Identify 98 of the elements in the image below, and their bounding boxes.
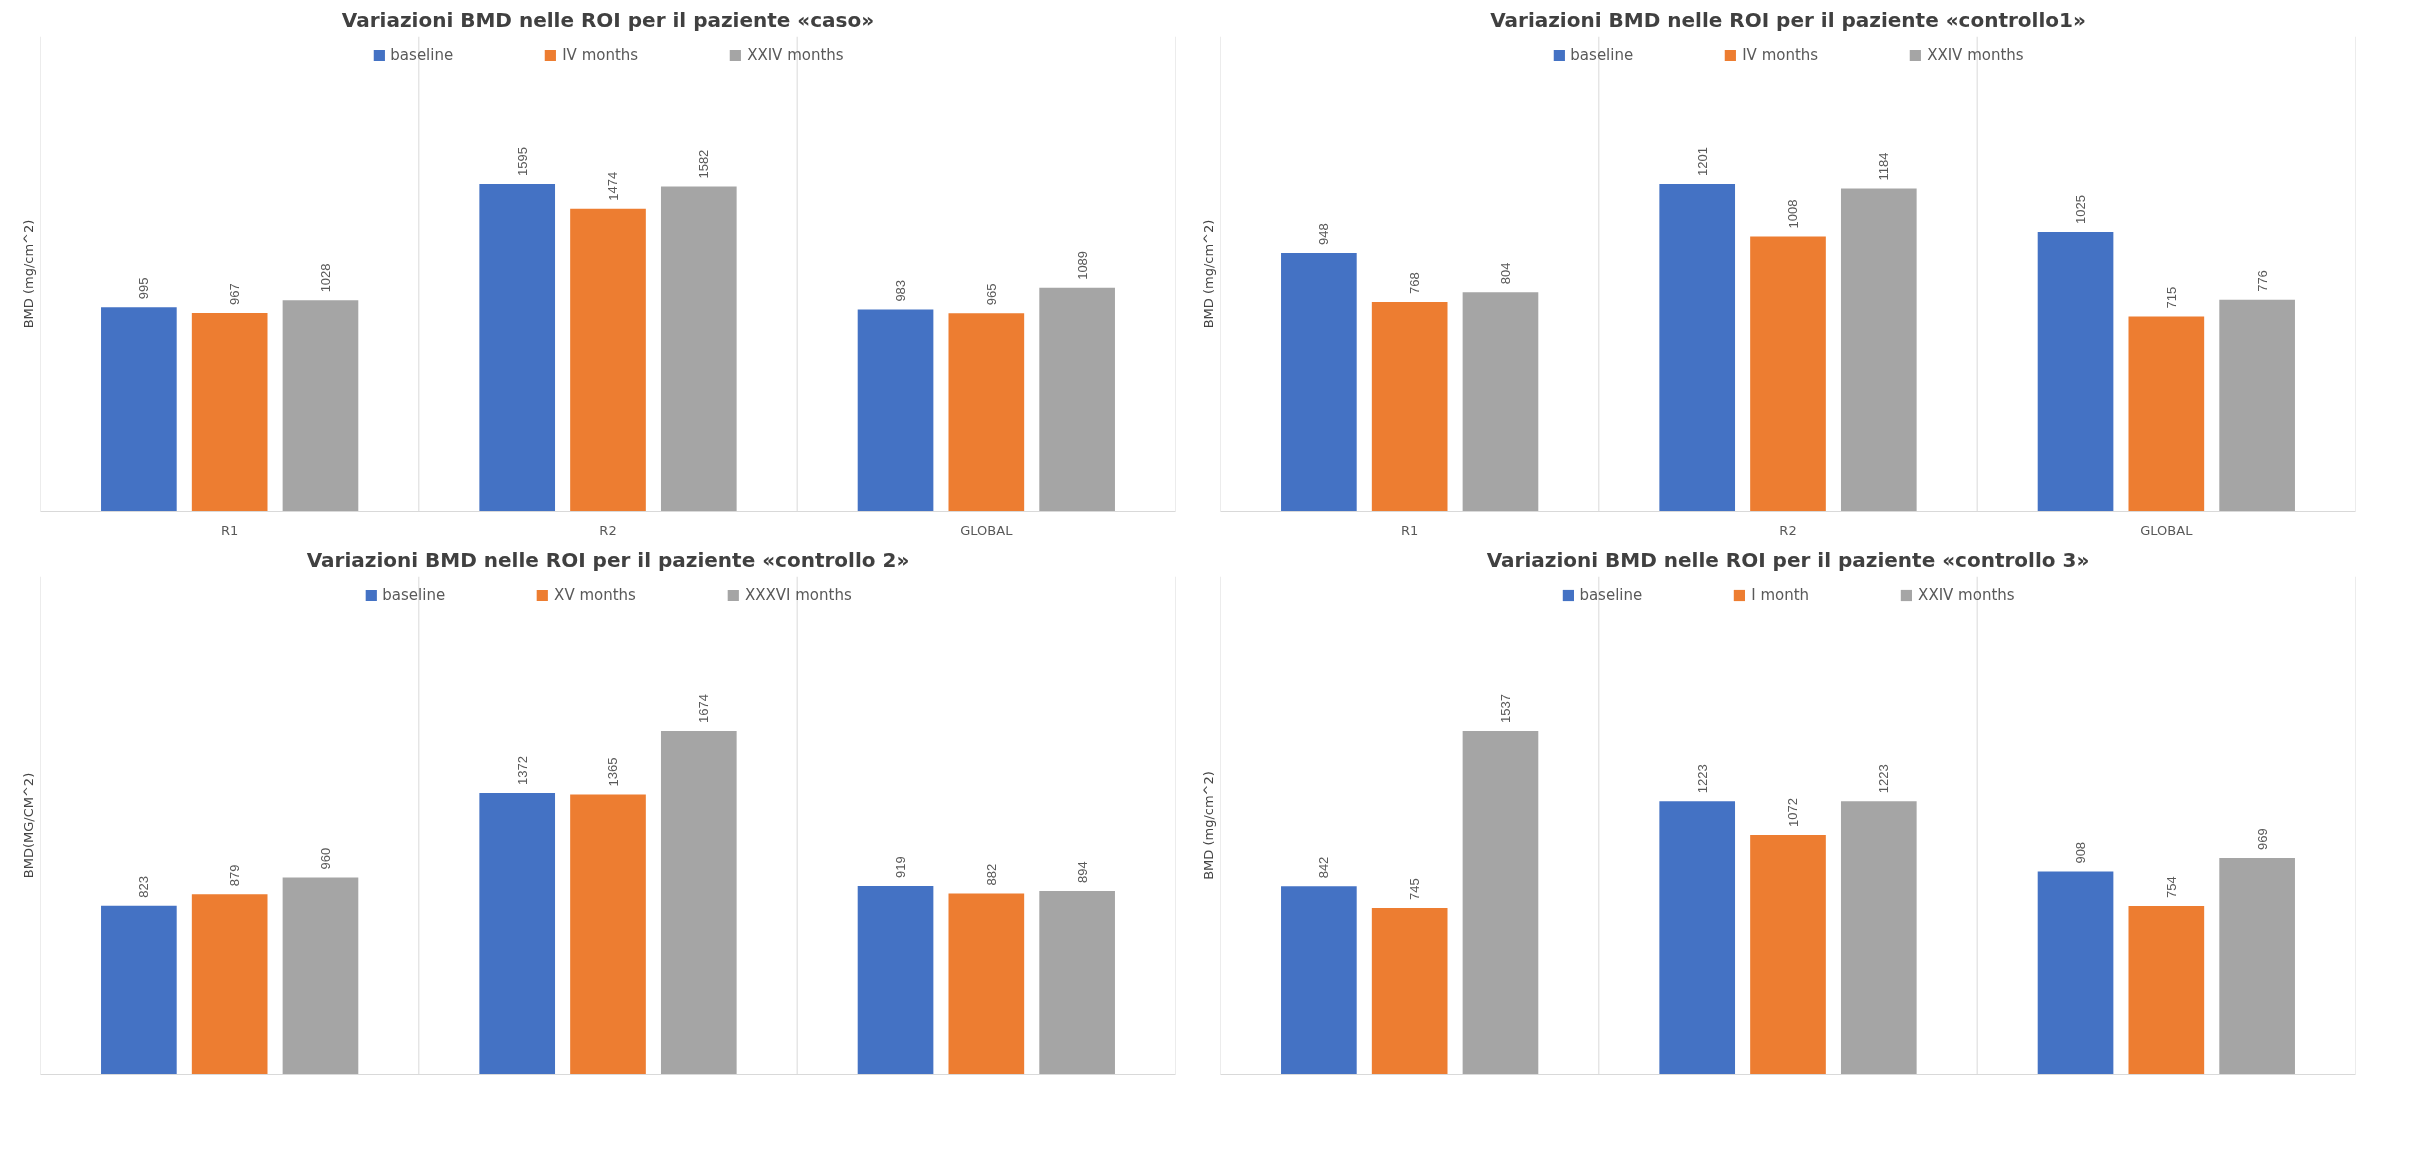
chart-title: Variazioni BMD nelle ROI per il paziente «controllo 3» [1486,547,2090,572]
data-label: 879 [227,864,243,887]
data-label: 965 [983,283,999,306]
bar [191,894,268,1075]
x-tick-label: R2 [599,522,617,538]
bar [948,313,1025,512]
data-label: 1028 [317,263,333,293]
data-label: 715 [2163,286,2179,309]
data-label: 1223 [1876,764,1892,794]
bar [1840,801,1917,1075]
y-axis-title: BMD (mg/cm^2) [20,219,36,329]
data-label: 754 [2163,876,2179,899]
data-label: 908 [2073,841,2089,864]
bar [660,186,737,512]
data-label: 919 [893,856,909,878]
bar [191,312,268,512]
data-label: 1474 [605,171,621,201]
bar [2219,299,2295,512]
data-label: 995 [136,277,152,300]
data-label: 1201 [1694,146,1710,176]
data-label: 1537 [1497,694,1513,724]
data-label: 969 [2254,828,2270,850]
legend-label: XXIV months [1927,46,2024,64]
data-label: 1372 [514,756,530,786]
legend-label: baseline [382,586,446,604]
bar [1462,731,1539,1075]
legend-label: baseline [1570,46,1634,64]
bar [1659,801,1736,1075]
chart-title: Variazioni BMD nelle ROI per il paziente «caso» [341,7,875,32]
bar [2128,316,2205,512]
bar [948,893,1025,1075]
x-tick-label: GLOBAL [2140,522,2194,538]
data-label: 1223 [1694,764,1710,794]
x-tick-label: GLOBAL [960,522,1014,538]
bar [101,905,177,1075]
bar [857,309,934,512]
data-label: 776 [2254,270,2270,292]
data-label: 1582 [696,149,712,179]
legend-label: XXIV months [747,46,844,64]
bar [570,794,646,1075]
bar [1281,886,1357,1075]
bar [479,183,556,512]
y-axis-title: BMD(MG/CM^2) [20,772,36,879]
bar [2037,231,2114,512]
data-label: 882 [983,863,999,886]
bar [1371,908,1448,1075]
bar [101,307,177,512]
data-label: 842 [1316,856,1332,879]
bar [1039,891,1115,1075]
bar [570,208,646,512]
bar [1750,834,1826,1075]
data-label: 1595 [514,146,530,176]
data-label: 1072 [1785,798,1801,827]
x-tick-label: R1 [1401,522,1419,538]
x-tick-label: R2 [1779,522,1797,538]
bar [1659,183,1736,512]
data-label: 1365 [605,757,621,787]
legend-label: I month [1751,586,1810,604]
data-label: 804 [1497,262,1513,285]
data-label: 1184 [1876,152,1892,181]
bar [1750,236,1826,512]
data-label: 1008 [1785,199,1801,229]
bar [1462,292,1539,512]
bar [2037,871,2114,1075]
data-label: 1025 [2073,195,2089,224]
data-label: 894 [1074,861,1090,884]
bar [2219,857,2295,1075]
bar [1039,287,1115,512]
legend-label: baseline [1579,586,1643,604]
y-axis-title: BMD (mg/cm^2) [1200,771,1216,880]
bar [660,731,737,1075]
legend-label: IV months [1742,46,1819,64]
bar [282,300,359,512]
data-label: 948 [1316,223,1332,245]
chart-title: Variazioni BMD nelle ROI per il paziente «controllo 2» [306,547,910,572]
legend-label: IV months [562,46,639,64]
legend-label: XXIV months [1918,586,2015,604]
bar [1840,188,1917,512]
x-tick-label: R1 [221,522,239,538]
data-label: 768 [1407,272,1423,295]
legend-label: XV months [554,586,636,604]
bar [479,793,556,1075]
legend-label: baseline [390,46,454,64]
y-axis-title: BMD (mg/cm^2) [1200,219,1216,329]
bar [1371,302,1448,512]
bar [857,885,934,1075]
data-label: 967 [227,283,243,305]
bar [282,877,359,1075]
chart-title: Variazioni BMD nelle ROI per il paziente «controllo1» [1490,7,2086,32]
data-label: 960 [317,847,333,870]
data-label: 1089 [1074,250,1090,280]
data-label: 745 [1407,878,1423,901]
data-label: 983 [893,279,909,302]
bar [2128,906,2205,1075]
data-label: 823 [136,875,152,898]
bar [1281,252,1357,512]
data-label: 1674 [696,694,712,724]
legend-label: XXXVI months [744,586,852,604]
